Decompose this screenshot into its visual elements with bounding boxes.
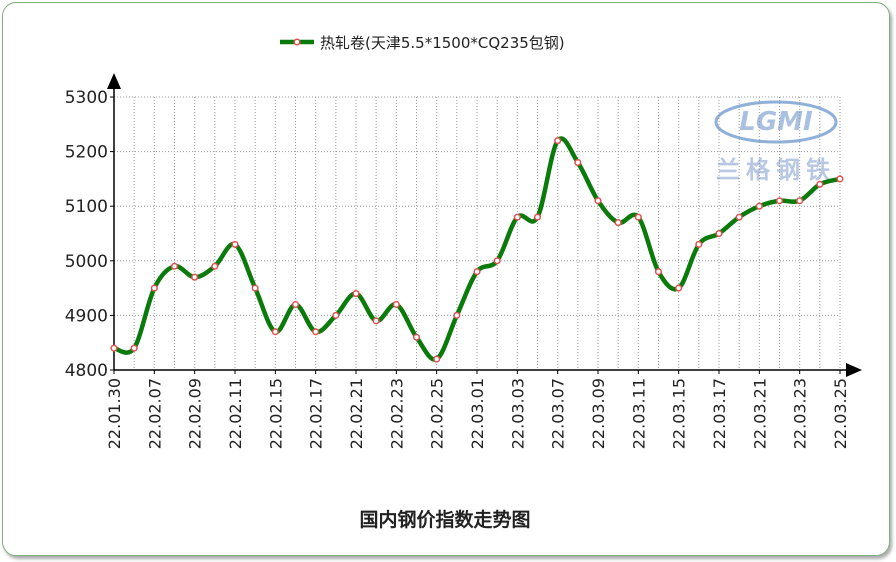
data-point	[191, 273, 199, 281]
legend-label: 热轧卷(天津5.5*1500*CQ235包钢)	[320, 34, 565, 52]
data-point	[291, 300, 300, 309]
x-tick-label: 22.03.25	[831, 378, 850, 449]
data-point	[372, 317, 380, 325]
data-point	[312, 328, 320, 336]
data-point	[533, 213, 542, 221]
chart-card	[2, 2, 890, 556]
logo-subtext: 兰格钢铁	[716, 156, 836, 184]
y-tick-label: 5300	[65, 88, 108, 108]
x-tick-label: 22.03.15	[670, 378, 689, 449]
data-point	[433, 355, 441, 363]
data-point	[836, 175, 844, 183]
data-point	[675, 284, 683, 292]
x-tick-label: 22.02.11	[226, 378, 245, 449]
x-tick-label: 22.03.07	[549, 378, 568, 449]
data-point	[695, 240, 703, 248]
data-point	[392, 300, 400, 309]
y-tick-label: 4900	[65, 306, 108, 326]
data-point	[150, 284, 158, 292]
x-tick-label: 22.01.30	[105, 378, 124, 449]
data-point	[715, 229, 723, 238]
data-point	[574, 158, 582, 167]
x-tick-label: 22.03.11	[629, 378, 648, 449]
data-point	[614, 219, 622, 227]
y-tick-label: 5200	[65, 143, 108, 163]
x-axis-arrow	[846, 363, 862, 377]
data-point	[796, 197, 804, 205]
data-point	[775, 197, 784, 205]
x-tick-label: 22.03.23	[791, 378, 810, 449]
data-point	[755, 202, 763, 210]
x-tick-label: 22.02.23	[387, 378, 406, 449]
logo-ring	[714, 100, 838, 144]
data-point	[594, 197, 602, 205]
x-tick-label: 22.02.15	[266, 378, 285, 449]
x-tick-label: 22.02.09	[186, 378, 205, 449]
x-tick-label: 22.03.17	[710, 378, 729, 449]
y-axis-arrow	[107, 73, 121, 89]
chart-title: 国内钢价指数走势图	[359, 508, 530, 531]
data-point	[231, 240, 239, 248]
x-tick-label: 22.02.21	[347, 378, 366, 449]
x-tick-label: 22.03.21	[750, 378, 769, 449]
x-tick-label: 22.02.07	[145, 378, 164, 449]
data-point	[332, 311, 340, 319]
y-tick-label: 5100	[65, 197, 108, 217]
data-point	[654, 268, 663, 276]
logo-text: LGMI	[739, 107, 813, 137]
data-point	[352, 290, 360, 298]
data-point	[634, 213, 642, 221]
data-point	[493, 257, 501, 265]
x-tick-label: 22.03.03	[508, 378, 527, 449]
x-tick-label: 22.03.01	[468, 378, 487, 449]
data-point	[816, 180, 824, 188]
data-point	[110, 344, 118, 352]
data-point	[211, 262, 219, 270]
data-point	[271, 328, 279, 336]
data-point	[170, 262, 179, 270]
data-point	[735, 213, 743, 221]
y-tick-label: 4800	[65, 361, 108, 381]
x-tick-label: 22.02.17	[307, 378, 326, 449]
data-point	[412, 333, 421, 341]
y-tick-label: 5000	[65, 252, 108, 272]
data-point	[554, 137, 562, 145]
data-point	[251, 284, 259, 292]
x-tick-label: 22.03.09	[589, 378, 608, 449]
data-point	[130, 344, 138, 352]
legend-marker	[293, 38, 301, 46]
data-point	[513, 213, 521, 221]
data-point	[473, 268, 481, 276]
x-tick-label: 22.02.25	[428, 378, 447, 449]
data-point	[453, 311, 461, 319]
